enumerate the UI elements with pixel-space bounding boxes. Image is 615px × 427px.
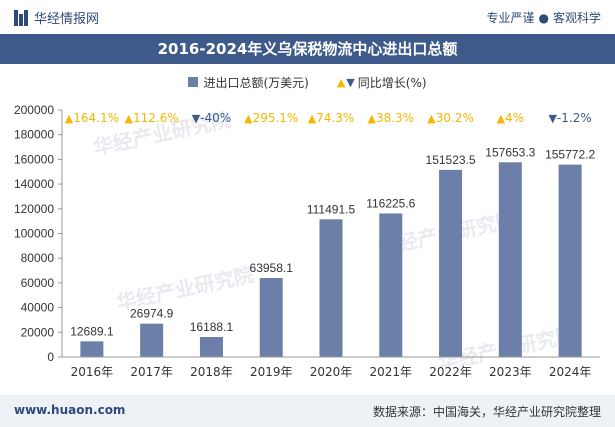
growth-labels: ▲164.1% ▲112.6% ▼-40% ▲295.1% ▲74.3% ▲38.3% ▲3… <box>65 111 592 125</box>
x-tick-label: 2023年 <box>489 365 532 379</box>
growth-label: ▲74.3% <box>308 111 355 125</box>
triangle-up-icon: ▲ <box>336 75 346 89</box>
legend-bar-swatch <box>188 77 199 87</box>
growth-value: -1.2% <box>557 111 592 125</box>
bar-value-label: 157653.3 <box>485 145 535 159</box>
bar <box>379 213 403 357</box>
bar <box>259 278 283 357</box>
footer-site-link[interactable]: www.huaon.com <box>14 403 126 417</box>
brand-name: 华经情报网 <box>34 12 100 27</box>
y-axis: 0 20000 40000 60000 80000 100000 120000 140000 1… <box>14 103 63 364</box>
growth-value: 38.3% <box>376 111 414 125</box>
triangle-up-icon: ▲ <box>65 112 74 125</box>
legend-growth-label: 同比增长(%) <box>357 75 427 90</box>
y-tick-label: 120000 <box>14 202 54 216</box>
x-tick-label: 2019年 <box>250 365 293 379</box>
growth-label: ▲164.1% <box>65 111 119 125</box>
triangle-up-icon: ▲ <box>244 112 253 125</box>
chart-legend: 进出口总额(万美元) ▲ ▼ 同比增长(%) <box>0 72 615 92</box>
growth-label: ▲30.2% <box>427 111 474 125</box>
growth-value: 112.6% <box>133 111 179 125</box>
growth-label: ▲4% <box>497 111 525 125</box>
footer: www.huaon.com 数据来源：中国海关，华经产业研究院整理 <box>0 395 615 427</box>
brand[interactable]: 华经情报网 <box>14 8 99 27</box>
y-tick-label: 180000 <box>14 128 54 142</box>
bar <box>498 162 522 357</box>
legend-item-bars[interactable]: 进出口总额(万美元) <box>188 74 309 91</box>
y-tick-label: 0 <box>47 350 54 364</box>
legend-item-growth[interactable]: ▲ ▼ 同比增长(%) <box>337 74 427 91</box>
bar <box>439 169 463 357</box>
legend-bar-label: 进出口总额(万美元) <box>203 75 309 90</box>
triangle-up-icon: ▲ <box>125 112 134 125</box>
bar-value-label: 155772.2 <box>545 148 595 162</box>
y-tick-label: 140000 <box>14 177 54 191</box>
x-tick-label: 2020年 <box>310 365 353 379</box>
growth-value: 74.3% <box>316 111 354 125</box>
tagline-dot: ● <box>538 11 549 25</box>
bar <box>140 323 164 357</box>
x-axis: 2016年 2017年 2018年 2019年 2020年 2021年 2022年 2023年… <box>62 356 600 379</box>
growth-value: 164.1% <box>73 111 119 125</box>
bar-value-label: 151523.5 <box>426 153 476 167</box>
triangle-up-icon: ▲ <box>308 112 317 125</box>
bar-value-label: 116225.6 <box>366 196 415 210</box>
triangle-down-icon: ▼ <box>548 112 557 125</box>
triangle-down-icon: ▼ <box>346 75 355 89</box>
growth-value: -40% <box>200 111 231 125</box>
growth-label: ▼-1.2% <box>548 111 591 125</box>
chart-title: 2016-2024年义乌保税物流中心进出口总额 <box>157 40 458 58</box>
y-tick-label: 160000 <box>14 152 54 166</box>
growth-label: ▼-40% <box>192 111 231 125</box>
bar <box>558 164 582 357</box>
title-bar: 2016-2024年义乌保税物流中心进出口总额 <box>0 34 615 64</box>
growth-label: ▲112.6% <box>125 111 179 125</box>
x-tick-label: 2017年 <box>130 365 173 379</box>
x-tick-label: 2021年 <box>370 365 413 379</box>
top-bar: 华经情报网 专业严谨 ● 客观科学 <box>0 0 615 34</box>
bar-value-label: 111491.5 <box>307 202 356 216</box>
growth-value: 295.1% <box>253 111 299 125</box>
bar <box>319 219 343 357</box>
triangle-up-icon: ▲ <box>367 112 376 125</box>
growth-value: 30.2% <box>436 111 474 125</box>
bar-value-label: 63958.1 <box>250 261 294 275</box>
y-tick-label: 60000 <box>21 276 55 290</box>
bar-value-label: 16188.1 <box>190 320 234 334</box>
tagline-right: 客观科学 <box>552 11 601 25</box>
y-tick-label: 20000 <box>21 325 55 339</box>
x-tick-label: 2022年 <box>429 365 472 379</box>
x-tick-label: 2024年 <box>549 365 592 379</box>
x-tick-label: 2018年 <box>190 365 233 379</box>
bars-group: 12689.1 26974.9 16188.1 63958.1 111491.5 1162… <box>70 145 595 357</box>
brand-logo-icon <box>14 9 28 26</box>
triangle-down-icon: ▼ <box>192 112 201 125</box>
triangle-up-icon: ▲ <box>497 112 506 125</box>
footer-source: 数据来源：中国海关，华经产业研究院整理 <box>372 405 601 419</box>
bar <box>199 337 223 357</box>
bar-chart: 华经产业研究院华经产业研究院华经产业研究院华经产业研究院 02000040000… <box>14 103 600 379</box>
bar <box>80 341 104 357</box>
y-tick-label: 40000 <box>21 301 55 315</box>
y-tick-label: 80000 <box>21 251 55 265</box>
bar-value-label: 26974.9 <box>130 307 174 321</box>
bar-value-label: 12689.1 <box>70 324 114 338</box>
growth-label: ▲38.3% <box>367 111 414 125</box>
triangle-up-icon: ▲ <box>427 112 436 125</box>
x-tick-label: 2016年 <box>71 365 114 379</box>
y-tick-label: 200000 <box>14 103 54 117</box>
growth-value: 4% <box>505 111 524 125</box>
tagline: 专业严谨 ● 客观科学 <box>486 9 601 26</box>
y-tick-label: 100000 <box>14 227 54 241</box>
growth-label: ▲295.1% <box>244 111 298 125</box>
tagline-left: 专业严谨 <box>486 11 535 25</box>
